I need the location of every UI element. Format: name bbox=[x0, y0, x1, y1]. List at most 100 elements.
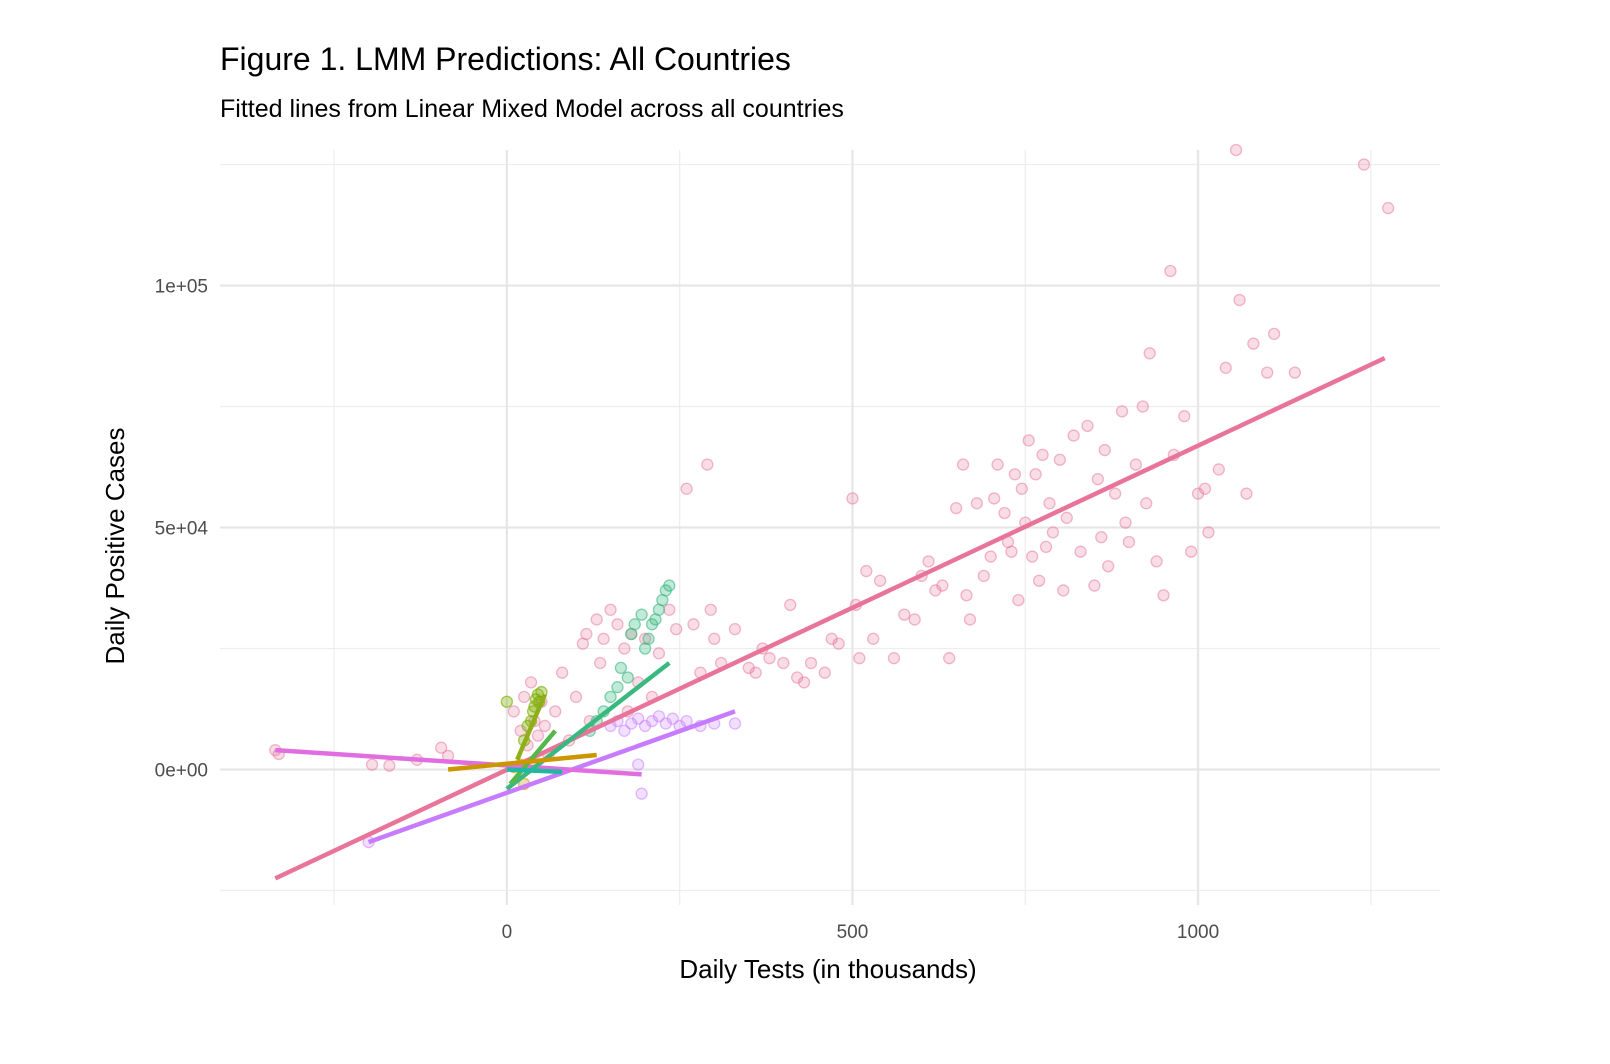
fitted-lines-layer bbox=[274, 356, 1386, 881]
data-point bbox=[846, 492, 859, 505]
data-point bbox=[1229, 143, 1243, 157]
data-point bbox=[797, 676, 811, 689]
points-layer bbox=[269, 143, 1395, 849]
data-point bbox=[1185, 545, 1198, 558]
data-point bbox=[701, 458, 714, 471]
data-point bbox=[1036, 448, 1049, 462]
y-tick-label: 5e+04 bbox=[155, 519, 209, 540]
chart-title: Figure 1. LMM Predictions: All Countries bbox=[220, 41, 791, 77]
data-point bbox=[998, 506, 1011, 520]
fitted-line bbox=[275, 747, 642, 777]
data-point bbox=[594, 656, 607, 670]
fitted-line bbox=[367, 709, 736, 845]
data-point bbox=[1143, 347, 1156, 360]
data-point bbox=[749, 666, 762, 679]
data-point bbox=[687, 618, 700, 631]
data-point bbox=[832, 637, 845, 650]
data-point bbox=[1029, 468, 1042, 481]
data-point bbox=[970, 497, 984, 510]
data-point bbox=[663, 579, 676, 592]
data-point bbox=[611, 618, 624, 631]
data-point bbox=[1202, 526, 1215, 539]
data-point bbox=[670, 622, 683, 636]
data-point bbox=[549, 705, 562, 718]
data-point bbox=[531, 729, 545, 742]
data-point bbox=[860, 564, 873, 578]
data-point bbox=[1119, 516, 1132, 529]
data-point bbox=[365, 758, 379, 771]
data-point bbox=[898, 608, 911, 621]
data-point bbox=[621, 671, 634, 684]
x-axis-title: Daily Tests (in thousands) bbox=[679, 954, 976, 984]
grid-layer bbox=[220, 150, 1440, 905]
data-point bbox=[1198, 482, 1212, 495]
data-point bbox=[1046, 526, 1060, 539]
data-point bbox=[1091, 472, 1104, 486]
data-point bbox=[763, 652, 776, 665]
data-point bbox=[1357, 158, 1371, 171]
data-point bbox=[1115, 405, 1129, 418]
data-point bbox=[784, 598, 797, 612]
y-tick-label: 1e+05 bbox=[155, 277, 208, 298]
data-point bbox=[632, 758, 645, 771]
data-point bbox=[1288, 366, 1301, 379]
fitted-line bbox=[506, 767, 563, 775]
data-point bbox=[1060, 511, 1073, 524]
data-point bbox=[1095, 531, 1108, 544]
data-point bbox=[383, 759, 396, 772]
data-point bbox=[984, 550, 997, 563]
data-point bbox=[652, 647, 666, 660]
data-point bbox=[524, 676, 538, 689]
fitted-line bbox=[447, 752, 597, 772]
data-point bbox=[1129, 458, 1143, 471]
data-point bbox=[580, 627, 593, 641]
data-point bbox=[728, 717, 742, 730]
data-point bbox=[597, 632, 610, 645]
data-point bbox=[960, 589, 973, 602]
x-tick-label: 500 bbox=[837, 922, 869, 943]
chart-subtitle: Fitted lines from Linear Mixed Model acr… bbox=[220, 95, 844, 123]
data-point bbox=[538, 719, 552, 733]
data-point bbox=[708, 632, 721, 645]
x-tick-label: 1000 bbox=[1177, 922, 1219, 943]
data-point bbox=[1015, 482, 1028, 495]
data-point bbox=[873, 574, 887, 587]
data-point bbox=[1081, 419, 1094, 433]
data-point bbox=[1102, 560, 1115, 573]
data-point bbox=[1098, 443, 1111, 457]
data-point bbox=[1261, 366, 1274, 379]
data-point bbox=[1164, 264, 1177, 278]
data-point bbox=[991, 458, 1004, 471]
data-point bbox=[949, 501, 963, 515]
data-point bbox=[1267, 327, 1281, 341]
x-tick-label: 0 bbox=[502, 922, 513, 943]
data-point bbox=[1053, 453, 1066, 466]
data-point bbox=[1150, 555, 1163, 568]
y-tick-label: 0e+00 bbox=[155, 760, 208, 781]
fitted-line bbox=[505, 661, 671, 791]
data-point bbox=[604, 603, 617, 616]
data-point bbox=[1057, 584, 1070, 597]
data-point bbox=[1233, 293, 1246, 307]
data-point bbox=[977, 569, 990, 583]
data-point bbox=[943, 652, 956, 665]
data-point bbox=[1157, 589, 1170, 602]
data-point bbox=[635, 787, 648, 800]
data-point bbox=[887, 652, 901, 665]
data-point bbox=[1088, 579, 1101, 592]
data-point bbox=[628, 618, 641, 631]
data-point bbox=[988, 492, 1001, 505]
data-point bbox=[1022, 434, 1035, 447]
data-point bbox=[804, 656, 818, 670]
data-point bbox=[435, 741, 448, 754]
fitted-line bbox=[515, 693, 547, 761]
data-point bbox=[1136, 400, 1149, 413]
data-point bbox=[1219, 361, 1232, 374]
data-point bbox=[1178, 410, 1191, 423]
data-point bbox=[642, 632, 655, 645]
data-point bbox=[590, 613, 603, 626]
data-point bbox=[635, 608, 648, 621]
data-point bbox=[1212, 463, 1225, 476]
